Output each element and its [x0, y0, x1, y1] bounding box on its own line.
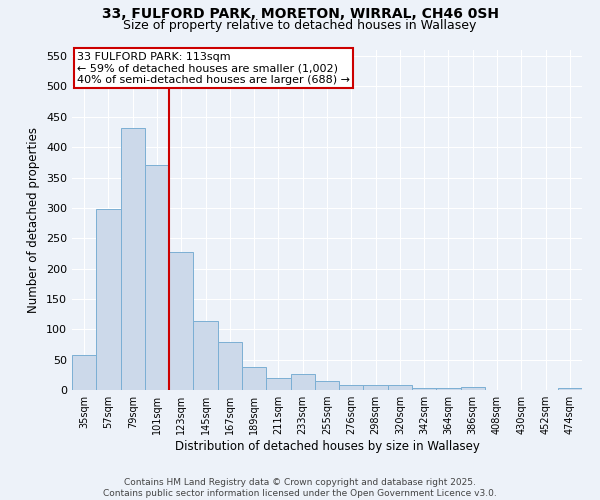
Text: Contains HM Land Registry data © Crown copyright and database right 2025.
Contai: Contains HM Land Registry data © Crown c… — [103, 478, 497, 498]
Text: 33, FULFORD PARK, MORETON, WIRRAL, CH46 0SH: 33, FULFORD PARK, MORETON, WIRRAL, CH46 … — [101, 8, 499, 22]
Bar — [364, 384, 388, 390]
Bar — [121, 128, 145, 390]
X-axis label: Distribution of detached houses by size in Wallasey: Distribution of detached houses by size … — [175, 440, 479, 453]
Bar — [242, 367, 266, 390]
Bar — [436, 388, 461, 390]
Bar — [72, 356, 96, 390]
Bar — [315, 381, 339, 390]
Bar — [412, 388, 436, 390]
Bar — [339, 385, 364, 390]
Bar — [388, 385, 412, 390]
Bar — [193, 322, 218, 390]
Bar — [96, 209, 121, 390]
Bar — [266, 378, 290, 390]
Bar — [290, 374, 315, 390]
Bar — [461, 387, 485, 390]
Bar — [145, 166, 169, 390]
Bar — [169, 252, 193, 390]
Bar — [218, 342, 242, 390]
Y-axis label: Number of detached properties: Number of detached properties — [28, 127, 40, 313]
Text: 33 FULFORD PARK: 113sqm
← 59% of detached houses are smaller (1,002)
40% of semi: 33 FULFORD PARK: 113sqm ← 59% of detache… — [77, 52, 350, 85]
Text: Size of property relative to detached houses in Wallasey: Size of property relative to detached ho… — [124, 19, 476, 32]
Bar — [558, 388, 582, 390]
